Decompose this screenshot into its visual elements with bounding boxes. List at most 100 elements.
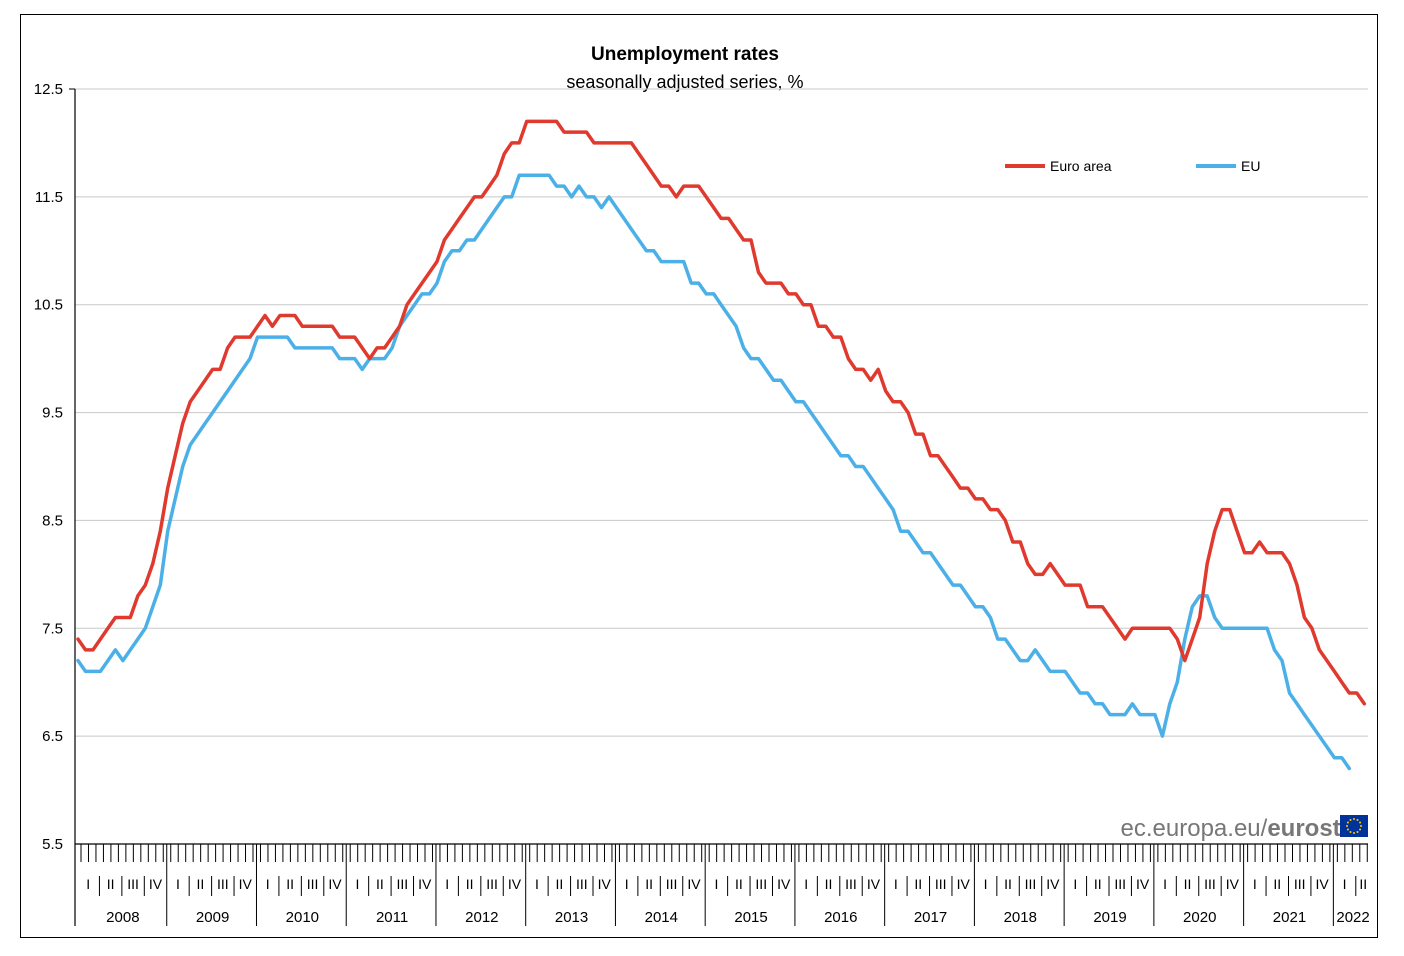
eu-flag-stars — [1346, 818, 1362, 834]
quarter-label: II — [825, 876, 833, 892]
quarter-label: II — [1094, 876, 1102, 892]
quarter-label: I — [355, 876, 359, 892]
quarter-label: III — [307, 876, 319, 892]
year-label: 2014 — [645, 909, 678, 926]
year-label: 2009 — [196, 909, 229, 926]
eu-flag-icon — [1340, 815, 1368, 837]
quarter-label: IV — [1136, 876, 1150, 892]
flag-star — [1353, 818, 1355, 820]
quarter-label: I — [984, 876, 988, 892]
quarter-label: IV — [777, 876, 791, 892]
flag-star — [1353, 832, 1355, 834]
flag-star — [1346, 821, 1349, 824]
year-label: 2020 — [1183, 909, 1216, 926]
y-tick-label: 5.5 — [42, 836, 63, 853]
quarter-label: IV — [687, 876, 701, 892]
year-label: 2018 — [1004, 909, 1037, 926]
year-label: 2013 — [555, 909, 588, 926]
quarter-label: I — [625, 876, 629, 892]
quarter-label: IV — [239, 876, 253, 892]
eu-flag-background — [1340, 815, 1368, 837]
y-tick-label: 6.5 — [42, 728, 63, 745]
chart-subtitle: seasonally adjusted series, % — [566, 72, 803, 92]
quarter-label: IV — [1226, 876, 1240, 892]
quarter-label: II — [107, 876, 115, 892]
quarter-label: III — [127, 876, 139, 892]
quarter-label: II — [466, 876, 474, 892]
quarter-label: IV — [957, 876, 971, 892]
flag-star — [1359, 828, 1362, 831]
x-axis-categories: I II III IV I II III IV I II III IV I II III IV I II III IV… — [80, 844, 1370, 926]
y-tick-labels: 12.5 11.5 10.5 9.5 8.5 7.5 6.5 5.5 — [34, 81, 63, 853]
quarter-label: IV — [598, 876, 612, 892]
flag-star — [1346, 825, 1348, 827]
quarter-label: III — [935, 876, 947, 892]
quarter-label: I — [266, 876, 270, 892]
source-credit: ec.europa.eu/eurostat — [1121, 815, 1368, 842]
year-label: 2015 — [734, 909, 767, 926]
quarter-label: III — [755, 876, 767, 892]
year-label: 2016 — [824, 909, 857, 926]
quarter-label: I — [714, 876, 718, 892]
quarter-label: IV — [1046, 876, 1060, 892]
quarter-label: IV — [867, 876, 881, 892]
y-tick-label: 7.5 — [42, 620, 63, 637]
grid-lines — [75, 88, 1368, 737]
flag-star — [1356, 831, 1359, 834]
series-line-eu — [76, 173, 1352, 771]
y-tick-label: 9.5 — [42, 405, 63, 422]
flag-star — [1359, 821, 1362, 824]
quarter-label: I — [804, 876, 808, 892]
y-tick-label: 10.5 — [34, 297, 63, 314]
quarter-label: I — [894, 876, 898, 892]
source-domain: ec.europa.eu/ — [1121, 815, 1268, 842]
chart-frame — [20, 14, 1378, 938]
quarter-label: IV — [508, 876, 522, 892]
y-tick-label: 12.5 — [34, 81, 63, 98]
quarter-label: II — [735, 876, 743, 892]
chart-title: Unemployment rates — [591, 44, 779, 65]
flag-star — [1349, 818, 1352, 821]
quarter-label: I — [1343, 876, 1347, 892]
quarter-label: I — [1253, 876, 1257, 892]
quarter-label: II — [1004, 876, 1012, 892]
quarter-label: I — [176, 876, 180, 892]
year-label: 2011 — [376, 909, 408, 926]
quarter-label: I — [86, 876, 90, 892]
quarter-label: II — [914, 876, 922, 892]
quarter-label: III — [396, 876, 408, 892]
quarter-label: III — [217, 876, 229, 892]
y-tick-label: 8.5 — [42, 512, 63, 529]
quarter-label: I — [535, 876, 539, 892]
quarter-label: II — [197, 876, 205, 892]
quarter-label: III — [1025, 876, 1037, 892]
y-tick-label: 11.5 — [35, 189, 63, 206]
flag-star — [1360, 825, 1362, 827]
quarter-label: II — [376, 876, 384, 892]
quarter-label: III — [666, 876, 678, 892]
year-label: 2012 — [465, 909, 498, 926]
series-lines — [76, 119, 1367, 771]
year-label: 2017 — [914, 909, 947, 926]
year-label: 2010 — [286, 909, 319, 926]
flag-star — [1356, 818, 1359, 821]
legend-label-euro-area: Euro area — [1050, 158, 1112, 174]
quarter-label: IV — [1316, 876, 1330, 892]
flag-star — [1349, 831, 1352, 834]
year-label: 2008 — [106, 909, 139, 926]
quarter-label: III — [1114, 876, 1126, 892]
quarter-label: III — [1204, 876, 1216, 892]
quarter-label: I — [445, 876, 449, 892]
series-line-euro-area — [76, 119, 1367, 706]
quarter-label: III — [1294, 876, 1306, 892]
flag-star — [1346, 828, 1349, 831]
quarter-label: I — [1163, 876, 1167, 892]
quarter-label: II — [1273, 876, 1281, 892]
quarter-label: IV — [149, 876, 163, 892]
year-label: 2022 — [1336, 909, 1369, 926]
legend: Euro area EU — [1005, 158, 1260, 174]
eurostat-source-text: ec.europa.eu/eurostat — [1121, 815, 1362, 842]
legend-label-eu: EU — [1241, 158, 1260, 174]
quarter-label: I — [1073, 876, 1077, 892]
